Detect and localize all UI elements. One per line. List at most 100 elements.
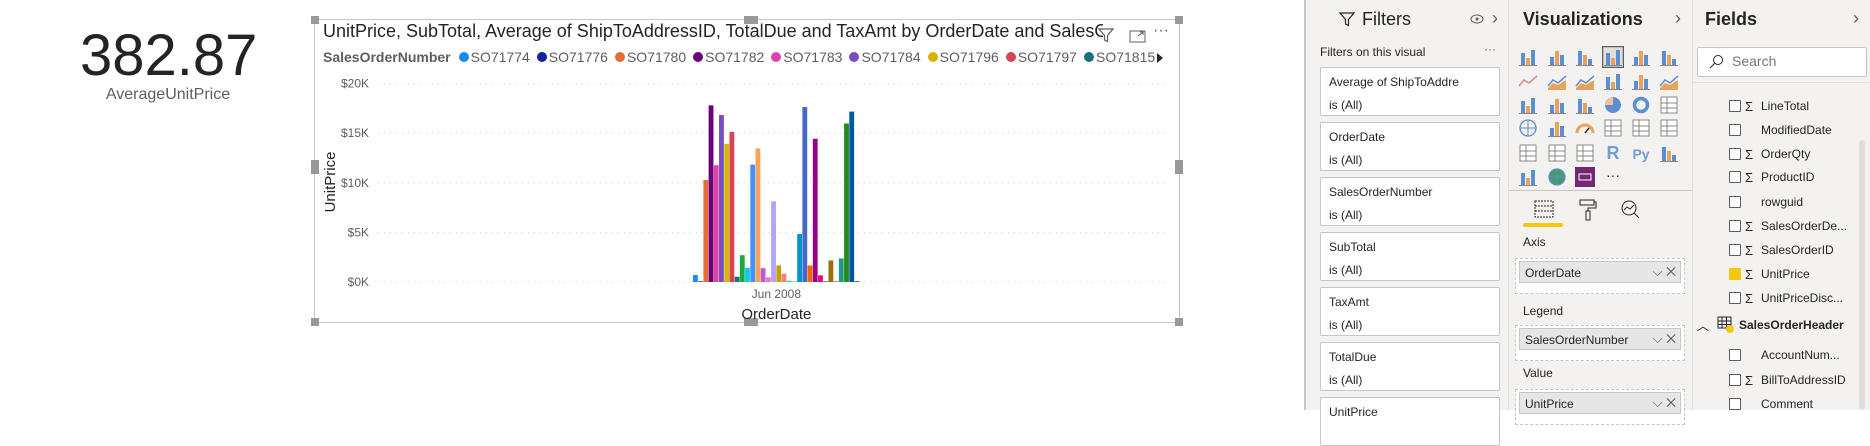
eye-icon[interactable] [1470,12,1484,24]
checkbox[interactable] [1729,171,1741,183]
field-item[interactable]: Comment [1693,393,1859,415]
field-item[interactable]: Σ ProductID [1693,166,1859,188]
search-input[interactable] [1732,53,1852,69]
bar[interactable] [812,138,818,282]
field-item[interactable]: Σ UnitPrice [1693,263,1859,285]
ribbon-visual-icon[interactable] [1658,70,1680,92]
collapse-filters-chevron-icon[interactable]: › [1492,8,1498,28]
bar[interactable] [781,273,787,282]
fields-search-box[interactable] [1697,47,1867,77]
bar[interactable] [828,260,834,282]
bar[interactable] [797,234,803,282]
resize-handle[interactable] [311,318,319,326]
field-item[interactable]: Σ LineTotal [1693,95,1859,117]
gauge-visual-icon[interactable] [1574,117,1596,139]
collapse-fields-chevron-icon[interactable]: › [1853,8,1859,28]
field-item[interactable]: AccountNum... [1693,344,1859,366]
bar[interactable] [791,281,797,282]
bar[interactable] [745,267,750,282]
field-well-legend[interactable]: SalesOrderNumber ⌵ ✕ [1515,325,1685,361]
resize-handle[interactable] [1175,318,1183,326]
field-item[interactable]: Σ SalesOrderDe... [1693,215,1859,237]
more-visual-icon[interactable]: ··· [1602,166,1624,188]
field-item[interactable]: Σ BillToAddressID [1693,369,1859,391]
bar[interactable] [818,275,823,282]
card-visual-icon[interactable] [1602,117,1624,139]
bar[interactable] [724,143,730,282]
format-paint-roller-icon[interactable] [1577,198,1599,222]
bar[interactable] [739,255,745,282]
bar[interactable] [833,281,839,282]
arcgis-map-visual-icon[interactable] [1546,166,1568,188]
well-field-pill[interactable]: UnitPrice ⌵ ✕ [1519,392,1681,414]
resize-handle[interactable] [744,318,758,326]
bar[interactable] [807,265,813,282]
100-stacked-column-visual-icon[interactable] [1658,46,1680,68]
field-item[interactable]: Σ OrderQty [1693,143,1859,165]
legend-item[interactable]: SO71776 [536,49,608,65]
chevron-down-and-remove-icons[interactable]: ⌵ ✕ [1652,264,1676,279]
bar[interactable] [802,107,808,282]
resize-handle[interactable] [311,160,319,174]
checkbox[interactable] [1729,124,1741,136]
legend-item[interactable]: SO71797 [1005,49,1077,65]
checkbox[interactable] [1729,374,1741,386]
chevron-down-and-remove-icons[interactable]: ⌵ ✕ [1652,395,1676,410]
focus-mode-icon[interactable] [1129,28,1147,44]
line-clustered-column-visual-icon[interactable] [1630,70,1652,92]
bar[interactable] [734,276,740,282]
custom-visual-visual-icon[interactable] [1574,166,1596,188]
more-options-button[interactable]: ··· [1153,22,1169,39]
python-visual-visual-icon[interactable]: Py [1630,142,1652,164]
checkbox-checked[interactable] [1729,268,1741,280]
well-field-pill[interactable]: OrderDate ⌵ ✕ [1519,261,1681,283]
fields-scrollbar[interactable] [1859,140,1865,410]
area-visual-icon[interactable] [1546,70,1568,92]
bar[interactable] [703,180,709,282]
kpi-visual-icon[interactable] [1658,117,1680,139]
bar[interactable] [760,268,766,282]
field-well-axis[interactable]: OrderDate ⌵ ✕ [1515,258,1685,294]
slicer-visual-icon[interactable] [1517,142,1539,164]
100-stacked-bar-visual-icon[interactable] [1630,46,1652,68]
bar[interactable] [771,201,776,282]
chevron-up-icon[interactable]: ︿ [1697,318,1710,333]
waterfall-visual-icon[interactable] [1517,94,1539,116]
bar[interactable] [838,258,844,282]
resize-handle[interactable] [1175,16,1183,24]
smart-narrative-visual-icon[interactable] [1517,166,1539,188]
checkbox[interactable] [1729,220,1741,232]
field-item[interactable]: ModifiedDate [1693,119,1859,141]
clustered-bar-visual-icon[interactable] [1574,46,1596,68]
bar[interactable] [786,280,792,282]
well-field-pill[interactable]: SalesOrderNumber ⌵ ✕ [1519,328,1681,350]
legend-next-arrow-icon[interactable] [1155,52,1165,64]
treemap-visual-icon[interactable] [1658,94,1680,116]
r-visual-visual-icon[interactable]: R [1602,142,1624,164]
bar[interactable] [765,277,771,282]
legend-item[interactable]: SO71783 [771,49,842,65]
stacked-area-visual-icon[interactable] [1574,70,1596,92]
bar[interactable] [719,114,724,282]
funnel-visual-icon[interactable] [1546,94,1568,116]
checkbox[interactable] [1729,398,1741,410]
clustered-column-visual-icon[interactable] [1602,46,1624,68]
line-stacked-column-visual-icon[interactable] [1602,70,1624,92]
checkbox[interactable] [1729,244,1741,256]
bar[interactable] [849,111,855,282]
checkbox[interactable] [1729,349,1741,361]
bar[interactable] [713,165,719,282]
pie-visual-icon[interactable] [1602,94,1624,116]
line-visual-icon[interactable] [1517,70,1539,92]
filter-card[interactable]: SubTotal is (All) [1320,232,1500,281]
key-influencers-visual-icon[interactable] [1658,142,1680,164]
legend-item[interactable]: SO71784 [849,49,921,65]
field-well-value[interactable]: UnitPrice ⌵ ✕ [1515,389,1685,425]
bar[interactable] [729,131,735,282]
bar[interactable] [698,281,704,282]
multi-row-card-visual-icon[interactable] [1630,117,1652,139]
legend-item[interactable]: SO71774 [458,49,530,65]
matrix-visual-icon[interactable] [1574,142,1596,164]
checkbox[interactable] [1729,196,1741,208]
field-item[interactable]: rowguid [1693,191,1859,213]
